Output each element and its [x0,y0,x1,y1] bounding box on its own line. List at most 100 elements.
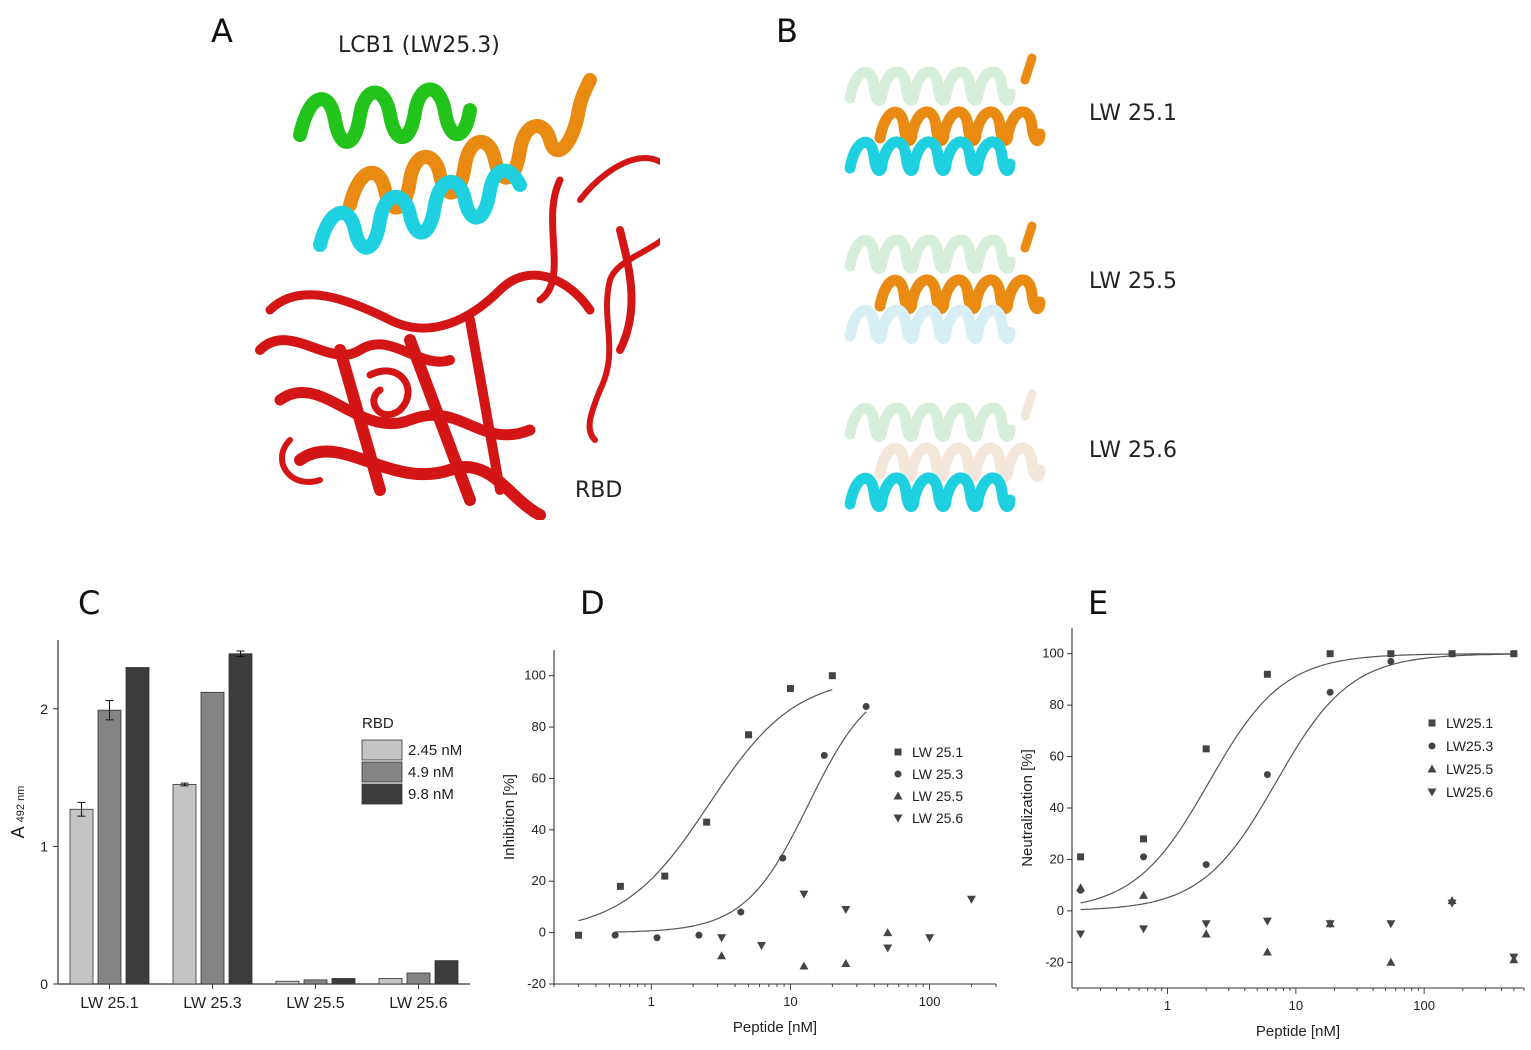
data-point [1509,953,1519,962]
bar [303,979,328,985]
legend-marker [1428,742,1436,750]
helix-segment [844,136,1016,176]
x-tick-label: LW 25.5 [286,995,345,1012]
y-axis-label-sub: 492 nm [15,786,27,823]
data-point [611,931,619,939]
y-tick-label: 0 [40,976,48,992]
legend-marker [893,791,903,800]
x-tick-label: 1 [648,994,655,1009]
y-tick-label: 40 [1050,800,1064,815]
helix-cyan [313,163,527,255]
data-point [737,908,745,916]
helix-tail [1020,221,1037,253]
fit-curve [1080,653,1514,904]
data-point [1077,853,1085,861]
helix-tail [1020,53,1037,85]
bar [331,978,356,985]
ligand-label: LCB1 (LW25.3) [338,33,500,58]
bar [200,691,225,985]
y-tick-label: 1 [40,838,48,854]
data-point [653,934,661,942]
data-point [1326,688,1334,696]
x-axis-label: Peptide [nM] [733,1019,817,1036]
panel-letter-d: D [580,584,605,622]
y-tick-label: 2 [40,701,48,717]
helix-segment [844,304,1016,344]
data-point [661,872,669,880]
series-2 [1077,650,1518,911]
variant-label-1: LW 25.1 [1089,101,1177,126]
y-tick-label: 80 [532,719,546,734]
data-point [1448,650,1456,658]
data-point [1386,920,1396,929]
data-point [1139,890,1149,899]
data-point [1387,657,1395,665]
legend-swatch [361,783,403,805]
series-3 [1076,883,1519,966]
y-tick-label: 40 [532,822,546,837]
y-tick-label: 80 [1050,697,1064,712]
legend-marker [1427,764,1437,773]
data-point [1201,920,1211,929]
legend-title: RBD [362,715,394,732]
helix-green [293,82,477,149]
data-point [1262,947,1272,956]
neutralization-chart: -20 0 20 40 60 80 100 1 10 100 Peptide [nM] Neutral… [1019,628,1525,1040]
receptor-label: RBD [575,478,623,503]
bar [406,972,431,985]
series-3 [717,928,893,970]
legend-swatch [361,739,403,761]
y-tick-label: 20 [532,873,546,888]
data-point [883,944,893,953]
legend-label: 9.8 nM [408,786,454,803]
legend-marker [893,814,903,823]
variant-label-3: LW 25.6 [1089,438,1177,463]
bar [172,784,197,985]
helix-segment [844,234,1016,274]
x-tick-label: LW 25.1 [80,995,139,1012]
data-point [799,890,809,899]
helix-segment [844,472,1016,512]
y-tick-label: -20 [527,976,546,991]
helix-orange [343,73,597,215]
variant-helix-group-2 [844,221,1046,344]
bar [125,667,150,985]
legend-label: 4.9 nM [408,764,454,781]
y-axis-label: Neutralization [%] [1019,749,1036,867]
legend-label: LW25.3 [1446,738,1493,754]
data-point [1387,650,1395,658]
data-point [695,931,703,939]
series-2 [611,703,870,942]
bar [69,808,94,985]
data-point [862,703,870,711]
data-point [1201,929,1211,938]
data-point [1325,920,1335,929]
helix-tail [1020,389,1037,421]
legend-label: LW 25.3 [912,766,963,782]
variant-helix-group-1 [844,53,1046,176]
data-point [1140,835,1148,843]
y-tick-label: 60 [1050,749,1064,764]
variant-helices [844,53,1046,512]
x-tick-label: 1 [1164,998,1171,1013]
variant-label-2: LW 25.5 [1089,269,1177,294]
data-point [779,854,787,862]
helix-segment [874,274,1046,314]
data-point [1202,745,1210,753]
bar [275,980,300,985]
legend-label: LW25.1 [1446,715,1493,731]
x-tick-label: 10 [783,994,797,1009]
bar [97,709,122,985]
inhibition-chart: -20 0 20 40 60 80 100 1 10 100 Peptide [nM] Inhibit… [501,650,997,1036]
y-tick-label: 20 [1050,851,1064,866]
y-tick-label: 100 [1042,646,1064,661]
legend-label: LW25.6 [1446,784,1493,800]
data-point [1263,771,1271,779]
series-4 [1076,899,1519,962]
data-point [1139,925,1149,934]
variant-helix-group-3 [844,389,1046,512]
data-point [820,751,828,759]
helix-segment [874,442,1046,482]
data-point [703,818,711,826]
panel-letter-e: E [1088,584,1109,622]
